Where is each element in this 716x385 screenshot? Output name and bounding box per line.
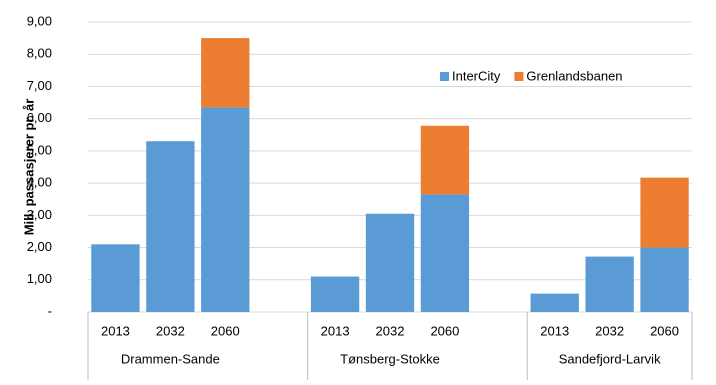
y-tick-label: 1,00 xyxy=(27,271,52,286)
x-tick-label: 2060 xyxy=(430,323,459,338)
x-tick-label: 2013 xyxy=(321,323,350,338)
group-label: Sandefjord-Larvik xyxy=(559,351,661,366)
x-tick-label: 2060 xyxy=(650,323,679,338)
bar-segment xyxy=(365,213,415,312)
x-tick-label: 2032 xyxy=(595,323,624,338)
y-tick-label: 3,00 xyxy=(27,207,52,222)
bar-segment xyxy=(420,125,470,195)
y-tick-label: 2,00 xyxy=(27,239,52,254)
bar-segment xyxy=(201,38,250,108)
y-tick-label: 9,00 xyxy=(27,13,52,28)
bar-segment xyxy=(201,107,250,312)
y-tick-label: - xyxy=(48,303,52,318)
x-tick-label: 2013 xyxy=(101,323,130,338)
group-label: Drammen-Sande xyxy=(121,351,220,366)
legend-swatch xyxy=(440,72,449,81)
y-tick-label: 7,00 xyxy=(27,78,52,93)
bar-segment xyxy=(585,256,634,312)
legend-swatch xyxy=(514,72,524,81)
bar-segment xyxy=(91,244,140,312)
x-tick-label: 2032 xyxy=(376,323,405,338)
x-tick-label: 2060 xyxy=(211,323,240,338)
y-tick-label: 5,00 xyxy=(27,142,52,157)
bar-segment xyxy=(640,247,689,312)
legend-label: InterCity xyxy=(452,68,501,83)
x-tick-label: 2032 xyxy=(156,323,185,338)
bar-segment xyxy=(310,276,360,312)
y-tick-label: 6,00 xyxy=(27,110,52,125)
y-axis-label: Mill. passasjerer pr. år xyxy=(21,99,36,236)
x-tick-label: 2013 xyxy=(540,323,569,338)
bar-segment xyxy=(530,293,579,312)
y-tick-label: 8,00 xyxy=(27,46,52,61)
bar-segment xyxy=(420,194,470,312)
bar-segment xyxy=(146,141,195,312)
group-label: Tønsberg-Stokke xyxy=(340,351,440,366)
bar-segment xyxy=(640,177,689,248)
y-tick-label: 4,00 xyxy=(27,175,52,190)
legend-label: Grenlandsbanen xyxy=(526,68,622,83)
